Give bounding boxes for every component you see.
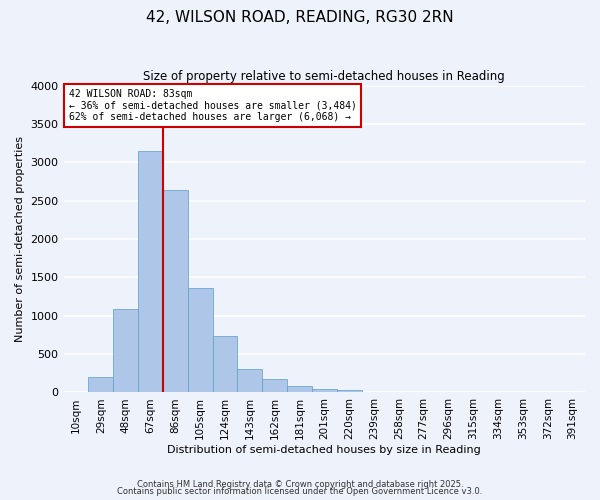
Bar bbox=[312, 388, 337, 392]
Bar bbox=[88, 377, 113, 392]
Y-axis label: Number of semi-detached properties: Number of semi-detached properties bbox=[15, 136, 25, 342]
Bar bbox=[212, 336, 238, 392]
Bar bbox=[138, 151, 163, 392]
X-axis label: Distribution of semi-detached houses by size in Reading: Distribution of semi-detached houses by … bbox=[167, 445, 481, 455]
Text: Contains public sector information licensed under the Open Government Licence v3: Contains public sector information licen… bbox=[118, 487, 482, 496]
Text: Contains HM Land Registry data © Crown copyright and database right 2025.: Contains HM Land Registry data © Crown c… bbox=[137, 480, 463, 489]
Title: Size of property relative to semi-detached houses in Reading: Size of property relative to semi-detach… bbox=[143, 70, 505, 83]
Text: 42 WILSON ROAD: 83sqm
← 36% of semi-detached houses are smaller (3,484)
62% of s: 42 WILSON ROAD: 83sqm ← 36% of semi-deta… bbox=[69, 88, 356, 122]
Bar bbox=[188, 288, 212, 393]
Bar bbox=[163, 190, 188, 392]
Bar bbox=[113, 309, 138, 392]
Bar bbox=[262, 378, 287, 392]
Bar bbox=[238, 368, 262, 392]
Text: 42, WILSON ROAD, READING, RG30 2RN: 42, WILSON ROAD, READING, RG30 2RN bbox=[146, 10, 454, 25]
Bar bbox=[287, 386, 312, 392]
Bar bbox=[337, 390, 362, 392]
